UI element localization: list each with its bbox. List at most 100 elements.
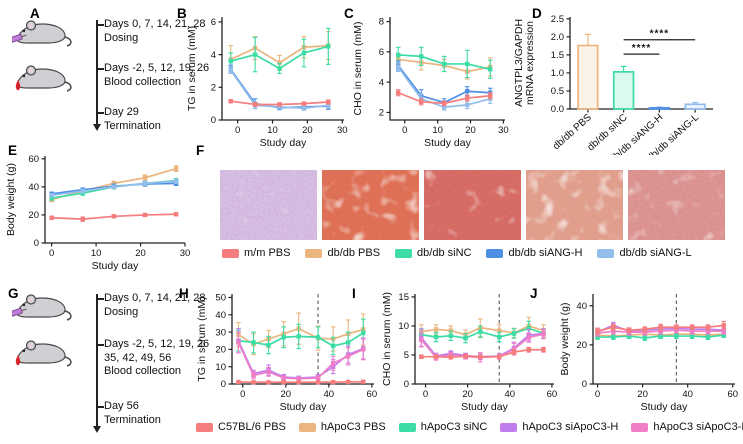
event-line: Day 29 bbox=[104, 106, 139, 118]
svg-text:40: 40 bbox=[682, 389, 693, 400]
svg-text:4: 4 bbox=[211, 50, 216, 61]
legend-label: m/m PBS bbox=[244, 247, 291, 259]
svg-text:ANGTPL3/GAPDH: ANGTPL3/GAPDH bbox=[513, 19, 525, 107]
svg-text:5: 5 bbox=[404, 350, 409, 361]
legend-label: db/db siANG-L bbox=[619, 247, 692, 259]
event-line: Blood collection bbox=[104, 365, 182, 377]
panel-e-label: E bbox=[8, 143, 18, 158]
svg-text:4: 4 bbox=[379, 77, 384, 88]
legend-swatch bbox=[398, 422, 416, 432]
svg-text:10: 10 bbox=[267, 125, 278, 136]
svg-text:2: 2 bbox=[379, 108, 384, 119]
svg-text:20: 20 bbox=[135, 248, 146, 259]
panel-f-legend: m/m PBS db/db PBS db/db siNC db/db siANG… bbox=[222, 247, 692, 259]
svg-text:40: 40 bbox=[28, 182, 39, 193]
timeline-event-dosing: Days 0, 7, 14, 21, 28 Dosing bbox=[97, 18, 206, 45]
svg-text:0: 0 bbox=[49, 248, 54, 259]
svg-text:30: 30 bbox=[337, 125, 348, 136]
svg-text:mRNA expression: mRNA expression bbox=[524, 21, 536, 105]
panel-c-label: C bbox=[344, 6, 354, 21]
legend-item: C57BL/6 PBS bbox=[196, 421, 286, 433]
svg-text:Study day: Study day bbox=[424, 137, 471, 149]
svg-text:20: 20 bbox=[215, 345, 226, 356]
legend-item: hApoC3 PBS bbox=[298, 421, 386, 433]
svg-text:10: 10 bbox=[398, 321, 409, 332]
timeline-event-termination: Day 29 Termination bbox=[97, 106, 161, 133]
svg-text:20: 20 bbox=[637, 389, 648, 400]
svg-text:Study day: Study day bbox=[92, 260, 139, 272]
event-line: 35, 42, 49, 56 bbox=[104, 351, 172, 364]
svg-text:Study day: Study day bbox=[461, 401, 508, 413]
histology-image-mm-pbs bbox=[220, 170, 317, 240]
mouse-blood-drop-icon bbox=[15, 340, 72, 367]
svg-text:0: 0 bbox=[595, 389, 600, 400]
timeline-tick bbox=[97, 298, 104, 300]
legend-label: hApoC3 siApoC3-H bbox=[522, 421, 619, 433]
svg-text:0: 0 bbox=[211, 115, 216, 126]
panel-h-chart: 0 10 20 30 40 50 0 20 40 60 TG in serum (mM) Study … bbox=[196, 293, 377, 413]
svg-text:0: 0 bbox=[235, 125, 240, 136]
event-line: Days -2, 5, 12, 19, 26 bbox=[104, 338, 210, 350]
svg-text:0: 0 bbox=[240, 389, 245, 400]
event-line: Blood collection bbox=[104, 75, 182, 88]
legend-swatch bbox=[196, 422, 213, 432]
svg-text:6: 6 bbox=[379, 47, 384, 58]
legend-swatch bbox=[631, 422, 649, 432]
mouse-syringe-icon bbox=[12, 294, 72, 321]
panel-c-chart: 2 4 6 8 0 10 20 30 CHO in serum (mM) Study day bbox=[352, 17, 509, 149]
svg-text:0.0: 0.0 bbox=[551, 104, 564, 115]
event-line: Dosing bbox=[104, 305, 139, 318]
svg-text:****: **** bbox=[632, 43, 652, 54]
legend-item: db/db siNC bbox=[395, 247, 471, 259]
svg-text:CHO in serum (mM): CHO in serum (mM) bbox=[352, 22, 364, 116]
legend-swatch bbox=[395, 248, 413, 258]
panel-g-label: G bbox=[8, 286, 19, 301]
panel-b-chart: 0 2 4 6 0 10 20 30 TG in serum (mM) Study day bbox=[186, 17, 348, 149]
timeline-axis bbox=[96, 294, 98, 426]
legend-label: hApoC3 PBS bbox=[320, 421, 386, 433]
legend-swatch bbox=[500, 422, 518, 432]
svg-text:8: 8 bbox=[379, 17, 384, 28]
panel-f-label: F bbox=[196, 143, 205, 158]
event-line: Days 0, 7, 14, 21, 28 bbox=[104, 292, 206, 304]
legend-item: m/m PBS bbox=[222, 247, 290, 259]
timeline-event-termination: Day 56 Termination bbox=[97, 400, 161, 427]
legend-item: db/db siANG-L bbox=[597, 247, 692, 259]
panel-d-label: D bbox=[532, 6, 542, 21]
svg-text:10: 10 bbox=[215, 362, 226, 373]
svg-text:30: 30 bbox=[498, 125, 509, 136]
svg-text:60: 60 bbox=[547, 389, 558, 400]
histology-image-dbdb-siang-h bbox=[526, 170, 623, 240]
legend-label: C57BL/6 PBS bbox=[218, 421, 286, 433]
svg-text:30: 30 bbox=[180, 248, 191, 259]
svg-text:1.5: 1.5 bbox=[551, 50, 564, 61]
svg-text:20: 20 bbox=[302, 125, 313, 136]
panel-h-label: H bbox=[179, 286, 189, 301]
mouse-blood-drop-icon bbox=[15, 65, 72, 92]
svg-text:0: 0 bbox=[221, 379, 226, 390]
svg-text:2.0: 2.0 bbox=[551, 32, 564, 43]
mouse-syringe-icon bbox=[12, 20, 72, 47]
timeline-tick bbox=[97, 24, 104, 26]
svg-text:1.0: 1.0 bbox=[551, 68, 564, 79]
svg-text:40: 40 bbox=[324, 389, 335, 400]
svg-text:0.5: 0.5 bbox=[551, 86, 564, 97]
svg-text:****: **** bbox=[650, 29, 670, 40]
legend-label: hApoC3 siNC bbox=[420, 421, 488, 433]
timeline-axis bbox=[96, 20, 98, 124]
event-line: Dosing bbox=[104, 31, 139, 44]
svg-text:Body weight (g): Body weight (g) bbox=[559, 303, 571, 376]
svg-text:60: 60 bbox=[727, 389, 738, 400]
svg-text:0: 0 bbox=[582, 379, 587, 390]
legend-swatch bbox=[597, 248, 615, 258]
panel-i-label: I bbox=[352, 286, 356, 301]
histology-image-dbdb-pbs bbox=[322, 170, 419, 240]
panel-e-chart: 0 20 40 60 0 10 20 30 Body weight (g) Study day bbox=[5, 154, 191, 272]
svg-text:20: 20 bbox=[465, 125, 476, 136]
svg-text:0: 0 bbox=[34, 238, 39, 249]
svg-text:10: 10 bbox=[91, 248, 102, 259]
panel-i-chart: 0 5 10 15 0 20 40 60 CHO in serum (mM) Study day bbox=[381, 292, 558, 413]
svg-text:20: 20 bbox=[462, 389, 473, 400]
